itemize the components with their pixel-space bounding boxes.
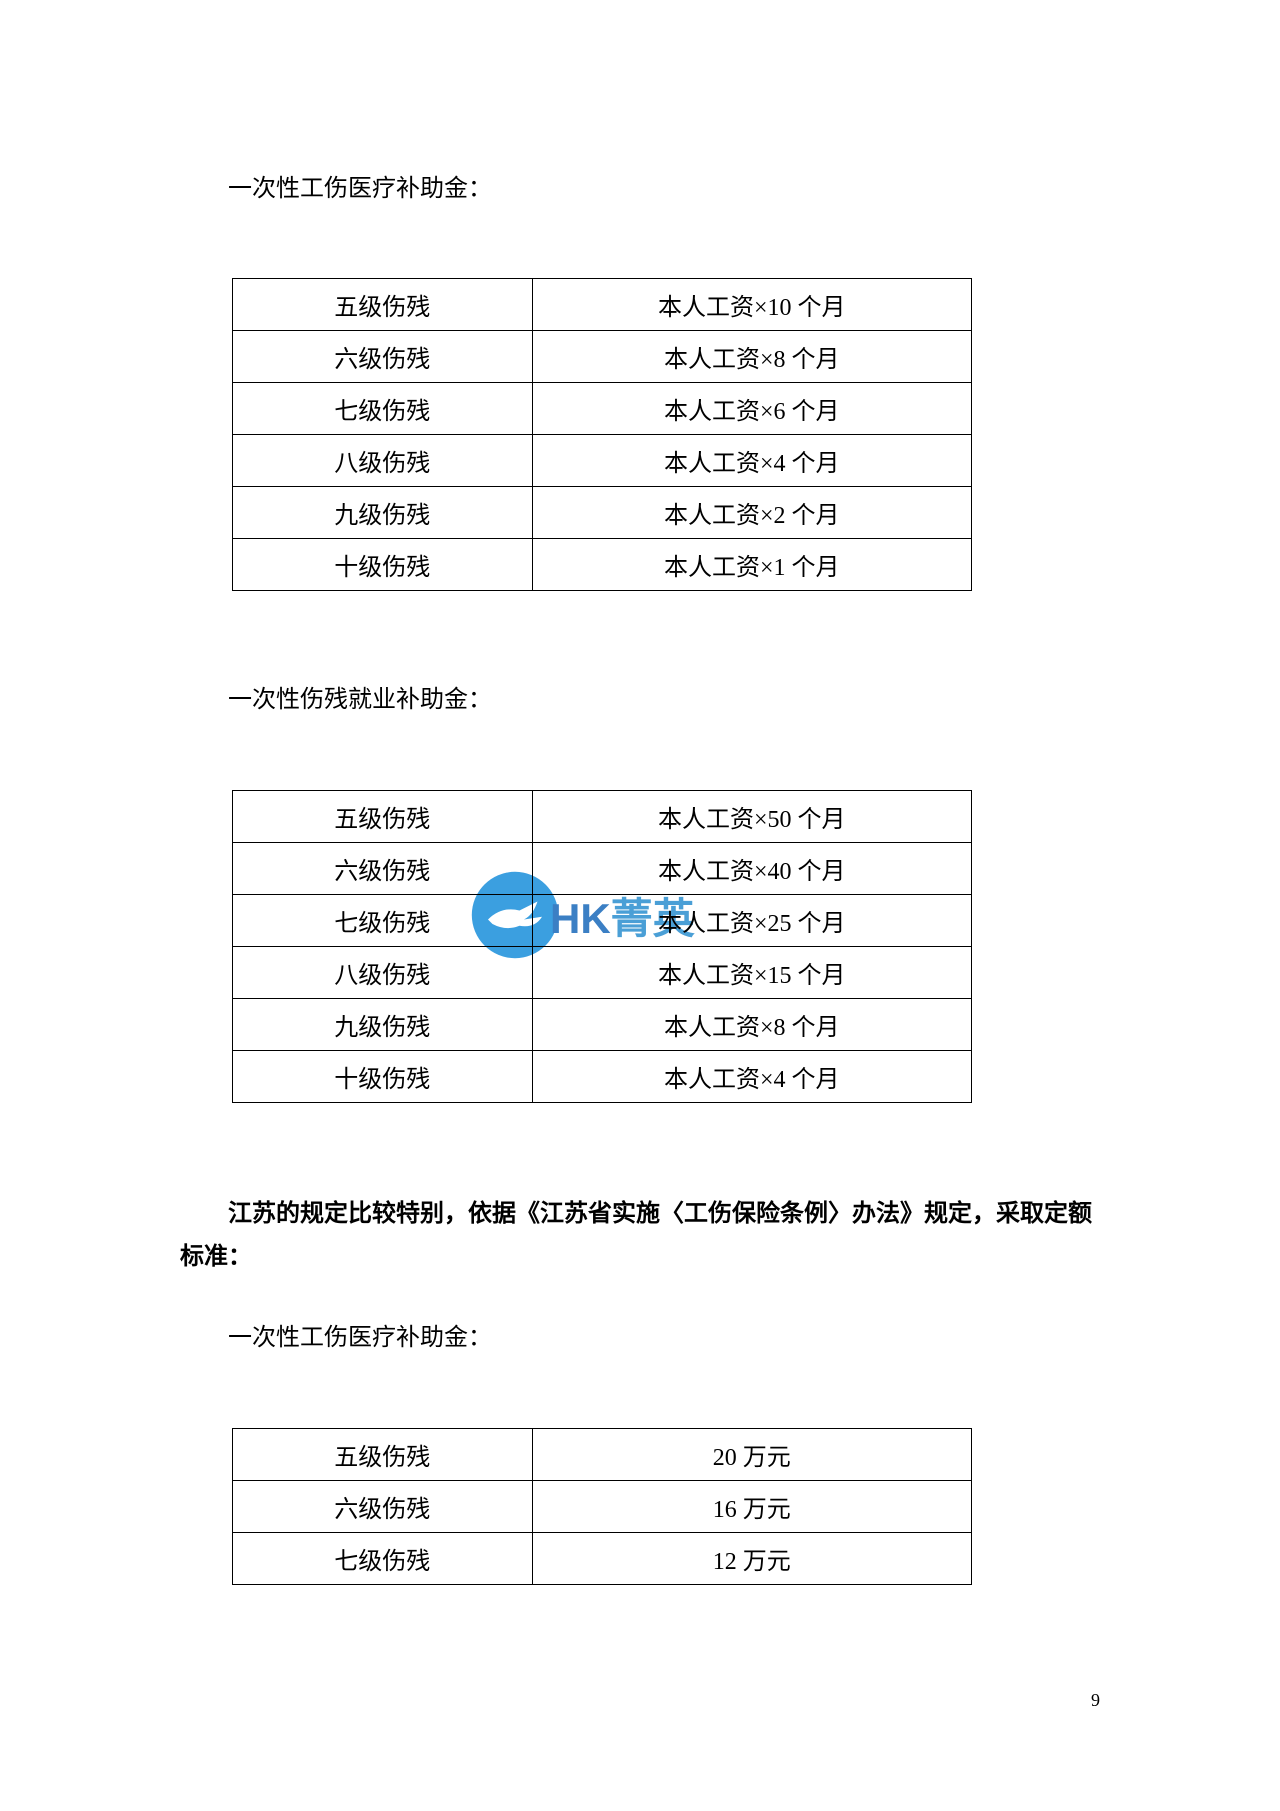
section3-heading-bold: 江苏的规定比较特别，依据《江苏省实施〈工伤保险条例〉办法》规定，采取定额标准： [180,1193,1100,1279]
table-cell: 本人工资×40 个月 [532,842,971,894]
table-cell: 本人工资×10 个月 [532,279,971,331]
table-cell: 十级伤残 [233,1050,533,1102]
table-cell: 五级伤残 [233,790,533,842]
page-number: 9 [1091,1690,1100,1711]
table-cell: 七级伤残 [233,894,533,946]
table-row: 六级伤残本人工资×8 个月 [233,331,972,383]
table-cell: 本人工资×1 个月 [532,539,971,591]
section2-table-body: 五级伤残本人工资×50 个月六级伤残本人工资×40 个月七级伤残本人工资×25 … [233,790,972,1102]
section3-heading-sub: 一次性工伤医疗补助金： [180,1319,1100,1357]
document-content: 一次性工伤医疗补助金： 五级伤残本人工资×10 个月六级伤残本人工资×8 个月七… [180,170,1100,1585]
table-row: 九级伤残本人工资×2 个月 [233,487,972,539]
section2-heading: 一次性伤残就业补助金： [180,681,1100,719]
section1-table: 五级伤残本人工资×10 个月六级伤残本人工资×8 个月七级伤残本人工资×6 个月… [232,278,972,591]
table-cell: 六级伤残 [233,1480,533,1532]
section1-heading: 一次性工伤医疗补助金： [180,170,1100,208]
table-cell: 五级伤残 [233,1428,533,1480]
table-row: 八级伤残本人工资×15 个月 [233,946,972,998]
table-cell: 16 万元 [532,1480,971,1532]
table-row: 六级伤残16 万元 [233,1480,972,1532]
table-cell: 本人工资×4 个月 [532,1050,971,1102]
table-row: 五级伤残20 万元 [233,1428,972,1480]
table-cell: 十级伤残 [233,539,533,591]
section1-table-body: 五级伤残本人工资×10 个月六级伤残本人工资×8 个月七级伤残本人工资×6 个月… [233,279,972,591]
table-cell: 五级伤残 [233,279,533,331]
table-cell: 八级伤残 [233,946,533,998]
section3-table: 五级伤残20 万元六级伤残16 万元七级伤残12 万元 [232,1428,972,1585]
table-cell: 本人工资×4 个月 [532,435,971,487]
table-cell: 八级伤残 [233,435,533,487]
table-cell: 本人工资×25 个月 [532,894,971,946]
table-cell: 本人工资×2 个月 [532,487,971,539]
table-row: 十级伤残本人工资×1 个月 [233,539,972,591]
section2-table: 五级伤残本人工资×50 个月六级伤残本人工资×40 个月七级伤残本人工资×25 … [232,790,972,1103]
table-cell: 本人工资×6 个月 [532,383,971,435]
table-cell: 七级伤残 [233,1532,533,1584]
table-cell: 六级伤残 [233,842,533,894]
table-cell: 12 万元 [532,1532,971,1584]
table-row: 五级伤残本人工资×10 个月 [233,279,972,331]
table-cell: 六级伤残 [233,331,533,383]
section3-table-body: 五级伤残20 万元六级伤残16 万元七级伤残12 万元 [233,1428,972,1584]
table-cell: 20 万元 [532,1428,971,1480]
table-row: 九级伤残本人工资×8 个月 [233,998,972,1050]
table-cell: 本人工资×50 个月 [532,790,971,842]
table-row: 六级伤残本人工资×40 个月 [233,842,972,894]
table-cell: 本人工资×15 个月 [532,946,971,998]
table-cell: 九级伤残 [233,487,533,539]
table-row: 八级伤残本人工资×4 个月 [233,435,972,487]
table-row: 七级伤残本人工资×25 个月 [233,894,972,946]
table-cell: 本人工资×8 个月 [532,998,971,1050]
table-cell: 九级伤残 [233,998,533,1050]
table-row: 十级伤残本人工资×4 个月 [233,1050,972,1102]
table-row: 七级伤残本人工资×6 个月 [233,383,972,435]
table-cell: 七级伤残 [233,383,533,435]
table-cell: 本人工资×8 个月 [532,331,971,383]
table-row: 五级伤残本人工资×50 个月 [233,790,972,842]
table-row: 七级伤残12 万元 [233,1532,972,1584]
